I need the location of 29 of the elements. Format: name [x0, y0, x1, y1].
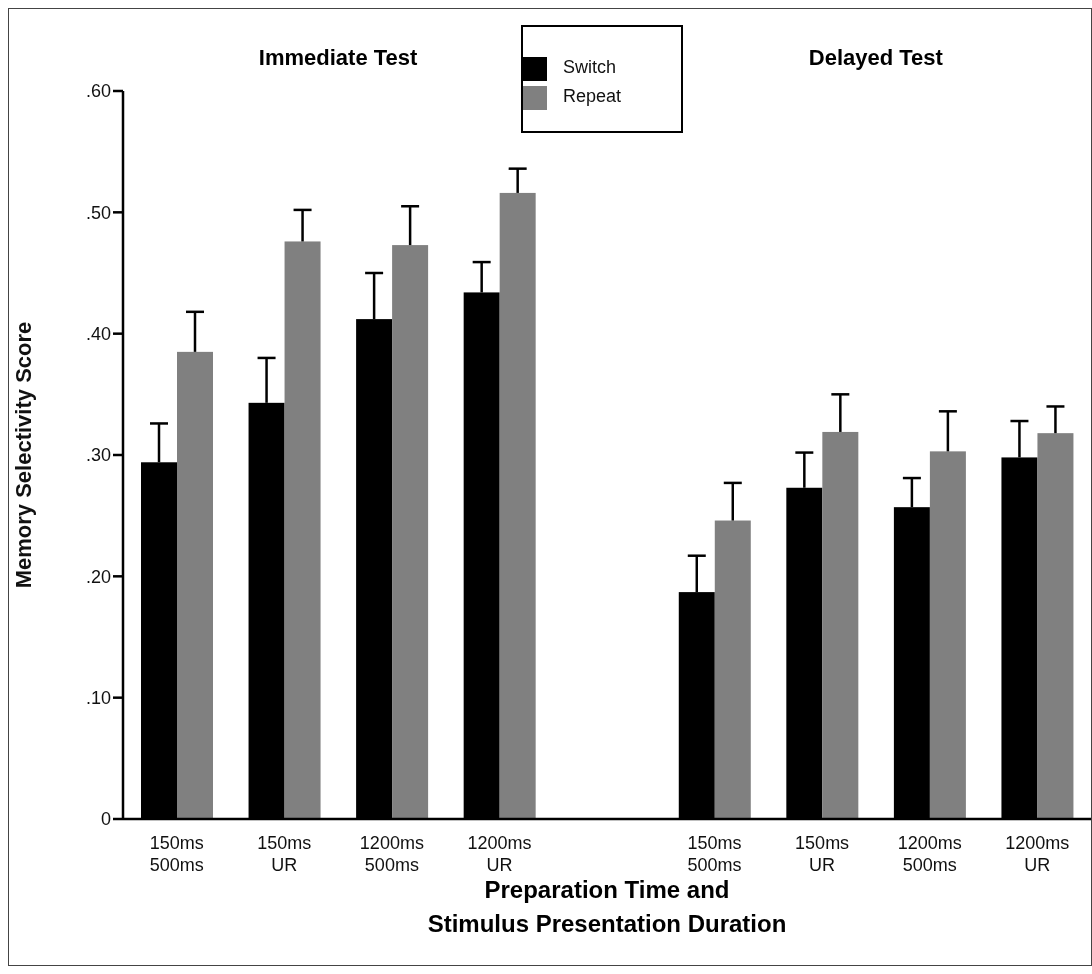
bar [499, 192, 536, 819]
x-tick-label: 150ms 500ms [149, 833, 204, 875]
y-axis-title: Memory Selectivity Score [10, 321, 36, 589]
x-tick-label: 1200ms UR [1005, 833, 1070, 875]
y-tick-label: .20 [85, 566, 111, 587]
bar [929, 451, 966, 819]
y-tick-label: .40 [85, 324, 111, 345]
x-axis-title: Preparation Time and Stimulus Presentation Duration [427, 876, 787, 937]
x-tick-label: 150ms UR [257, 833, 312, 875]
bar [1037, 433, 1074, 819]
y-tick-label: .60 [85, 81, 111, 102]
x-tick-label: 150ms UR [795, 833, 850, 875]
y-tick-label: .50 [85, 202, 111, 223]
legend-label: Switch [563, 57, 617, 77]
y-tick-label: .30 [85, 445, 111, 466]
x-tick-label: 1200ms 500ms [897, 833, 962, 875]
text: Delayed Test [807, 45, 944, 71]
bar [177, 351, 213, 819]
bar [392, 245, 429, 819]
legend-label: Repeat [563, 86, 622, 106]
bar [284, 241, 321, 819]
x-tick-label: 1200ms 500ms [359, 833, 424, 875]
y-tick-label: .10 [85, 688, 111, 709]
bar [822, 431, 859, 819]
x-tick-label: 150ms 500ms [687, 833, 742, 875]
bar [714, 520, 751, 819]
x-tick-label: 1200ms UR [467, 833, 532, 875]
text: Immediate Test [257, 45, 419, 71]
y-tick-label: 0 [100, 809, 111, 830]
